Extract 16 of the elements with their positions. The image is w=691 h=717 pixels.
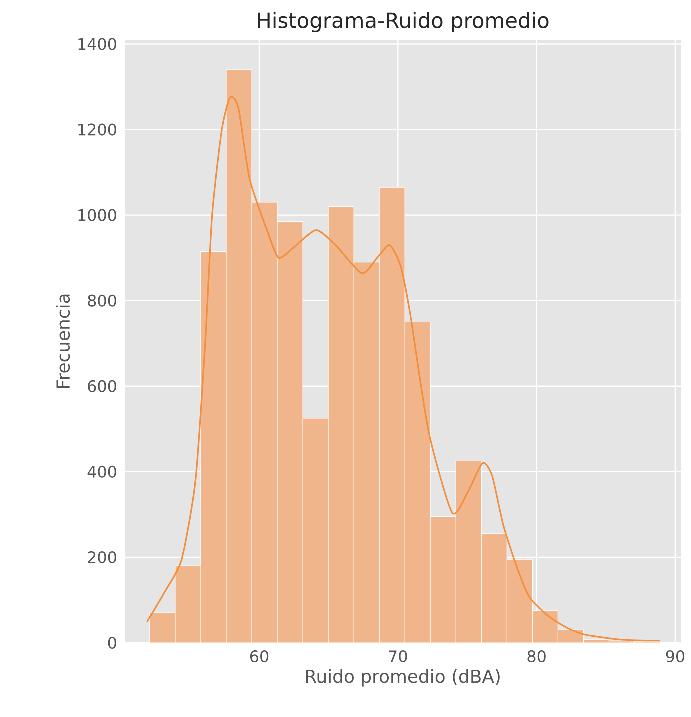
y-tick-label: 200 [88, 551, 116, 564]
chart-title: Histograma-Ruido promedio [258, 12, 549, 32]
y-tick-label: 600 [88, 380, 116, 392]
y-tick-label: 1400 [78, 38, 116, 50]
y-tick-label: 1000 [78, 209, 116, 222]
line-series [146, 96, 662, 642]
y-tick-label: 400 [88, 466, 116, 478]
x-tick-label: 80 [528, 650, 546, 663]
x-tick-label: 70 [389, 650, 408, 663]
x-tick-label: 60 [250, 650, 269, 663]
y-axis-title: Frecuencia [56, 294, 70, 388]
y-tick-label: 800 [88, 294, 116, 307]
y-tick-label: 1200 [78, 124, 116, 136]
y-tick-label: 0 [108, 636, 116, 650]
x-tick-label: 90 [666, 650, 685, 663]
x-axis-title: Ruido promedio (dBA) [306, 669, 500, 687]
